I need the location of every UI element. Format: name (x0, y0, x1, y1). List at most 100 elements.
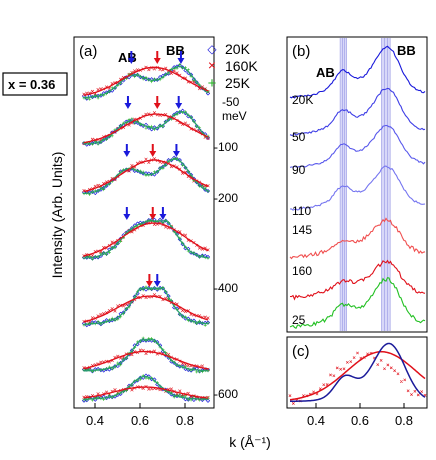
c-point (376, 363, 380, 367)
fit-line-low-t (83, 339, 209, 372)
marker-20k (124, 356, 129, 361)
c-point (410, 393, 413, 396)
c-point (322, 383, 326, 387)
legend-marker-diamond: ◇ (207, 42, 217, 56)
marker-25k (102, 188, 106, 192)
marker-25k (124, 389, 128, 393)
b-curve-25 (289, 277, 426, 329)
arrow-bb-head (159, 214, 167, 220)
b-curve-20K (289, 45, 426, 99)
panel-b-label: (b) (292, 43, 310, 60)
panel-a-frame (73, 36, 215, 409)
fit-line-low-t (83, 220, 209, 259)
arrow-red-head (149, 151, 157, 157)
bb-label-a: BB (166, 43, 185, 58)
c-point (329, 373, 332, 377)
a-tick-0.8: 0.8 (176, 413, 194, 428)
energy-label-4: -400 (214, 281, 238, 295)
c-point (416, 393, 420, 397)
c-point (345, 360, 349, 364)
ab-band (340, 38, 347, 331)
marker-160k (206, 316, 210, 320)
c-point (339, 367, 343, 371)
marker-25k (203, 186, 207, 190)
marker-25k (138, 377, 142, 381)
arrow-ab-head (123, 214, 131, 220)
fit-line-160k (83, 295, 209, 323)
c-point (352, 356, 356, 360)
panel-a-label: (a) (79, 43, 97, 60)
c-point (420, 390, 424, 394)
marker-25k (200, 184, 204, 188)
fit-line-160k (83, 350, 209, 370)
panel-b-frame (286, 36, 428, 333)
marker-160k (200, 364, 204, 368)
bb-label-b: BB (397, 43, 416, 58)
marker-25k (183, 394, 187, 398)
arrow-ab-head (123, 151, 131, 157)
b-curve-label-2: 90 (292, 163, 306, 177)
arrow-ab-head (124, 103, 132, 109)
ab-label-a: AB (118, 50, 137, 65)
marker-160k (113, 388, 117, 392)
c-point (291, 402, 295, 405)
marker-160k (144, 157, 148, 161)
ab-label-b: AB (316, 65, 335, 80)
c-point (383, 367, 386, 371)
composition-box (2, 72, 68, 96)
c-point (399, 380, 403, 383)
marker-20k (174, 157, 180, 162)
marker-25k (107, 393, 111, 397)
arrow-bb-head (177, 58, 185, 64)
marker-160k (144, 351, 148, 356)
b-curve-110 (289, 165, 426, 211)
b-curve-50 (289, 87, 426, 136)
energy-label-2: -100 (214, 140, 238, 154)
c-red-line (289, 351, 426, 401)
marker-25k (141, 336, 145, 340)
energy-label-3: -200 (214, 191, 238, 205)
marker-25k (119, 363, 123, 367)
marker-25k (203, 323, 207, 327)
c-point (389, 366, 393, 370)
marker-25k (90, 257, 94, 261)
arrow-red-head (153, 103, 161, 109)
legend-label-20k: 20K (225, 41, 251, 57)
marker-20k (191, 251, 197, 256)
arrow-red-head (145, 281, 153, 287)
legend-label-25k: 25K (225, 75, 251, 91)
marker-20k (95, 188, 101, 193)
marker-25k (195, 370, 199, 374)
energy-label-5: -600 (214, 387, 238, 401)
marker-25k (178, 62, 182, 66)
marker-20k (155, 169, 160, 174)
c-point (335, 366, 339, 370)
marker-25k (144, 126, 148, 130)
arrow-bb-head (153, 281, 161, 287)
x-axis-label: k (Å⁻¹) (229, 434, 271, 450)
panel-b: (b) AB BB 20K 50 90 110 145 160 25 (286, 36, 428, 333)
c-tick-0.4: 0.4 (307, 413, 325, 428)
fit-line-160k (83, 386, 209, 399)
marker-25k (110, 316, 114, 320)
panel-c-frame (286, 336, 428, 409)
marker-160k (152, 293, 157, 297)
panel-c-label: (c) (292, 343, 310, 360)
marker-25k (110, 367, 114, 371)
y-axis-label: Intensity (Arb. Units) (49, 152, 65, 279)
fit-line-low-t (84, 375, 209, 400)
arrow-bb-head (175, 103, 183, 109)
arrow-bb-head (172, 151, 180, 157)
c-point (332, 374, 336, 378)
legend-marker-x: × (208, 57, 216, 73)
b-curve-label-1: 50 (292, 130, 306, 144)
marker-160k (130, 388, 134, 392)
b-curve-145 (289, 217, 426, 260)
c-point (403, 378, 407, 382)
marker-20k (118, 360, 123, 366)
energy-label-1: -50 (222, 95, 240, 109)
marker-25k (82, 368, 86, 372)
marker-25k (161, 125, 165, 129)
arrow-red-head (153, 58, 161, 64)
